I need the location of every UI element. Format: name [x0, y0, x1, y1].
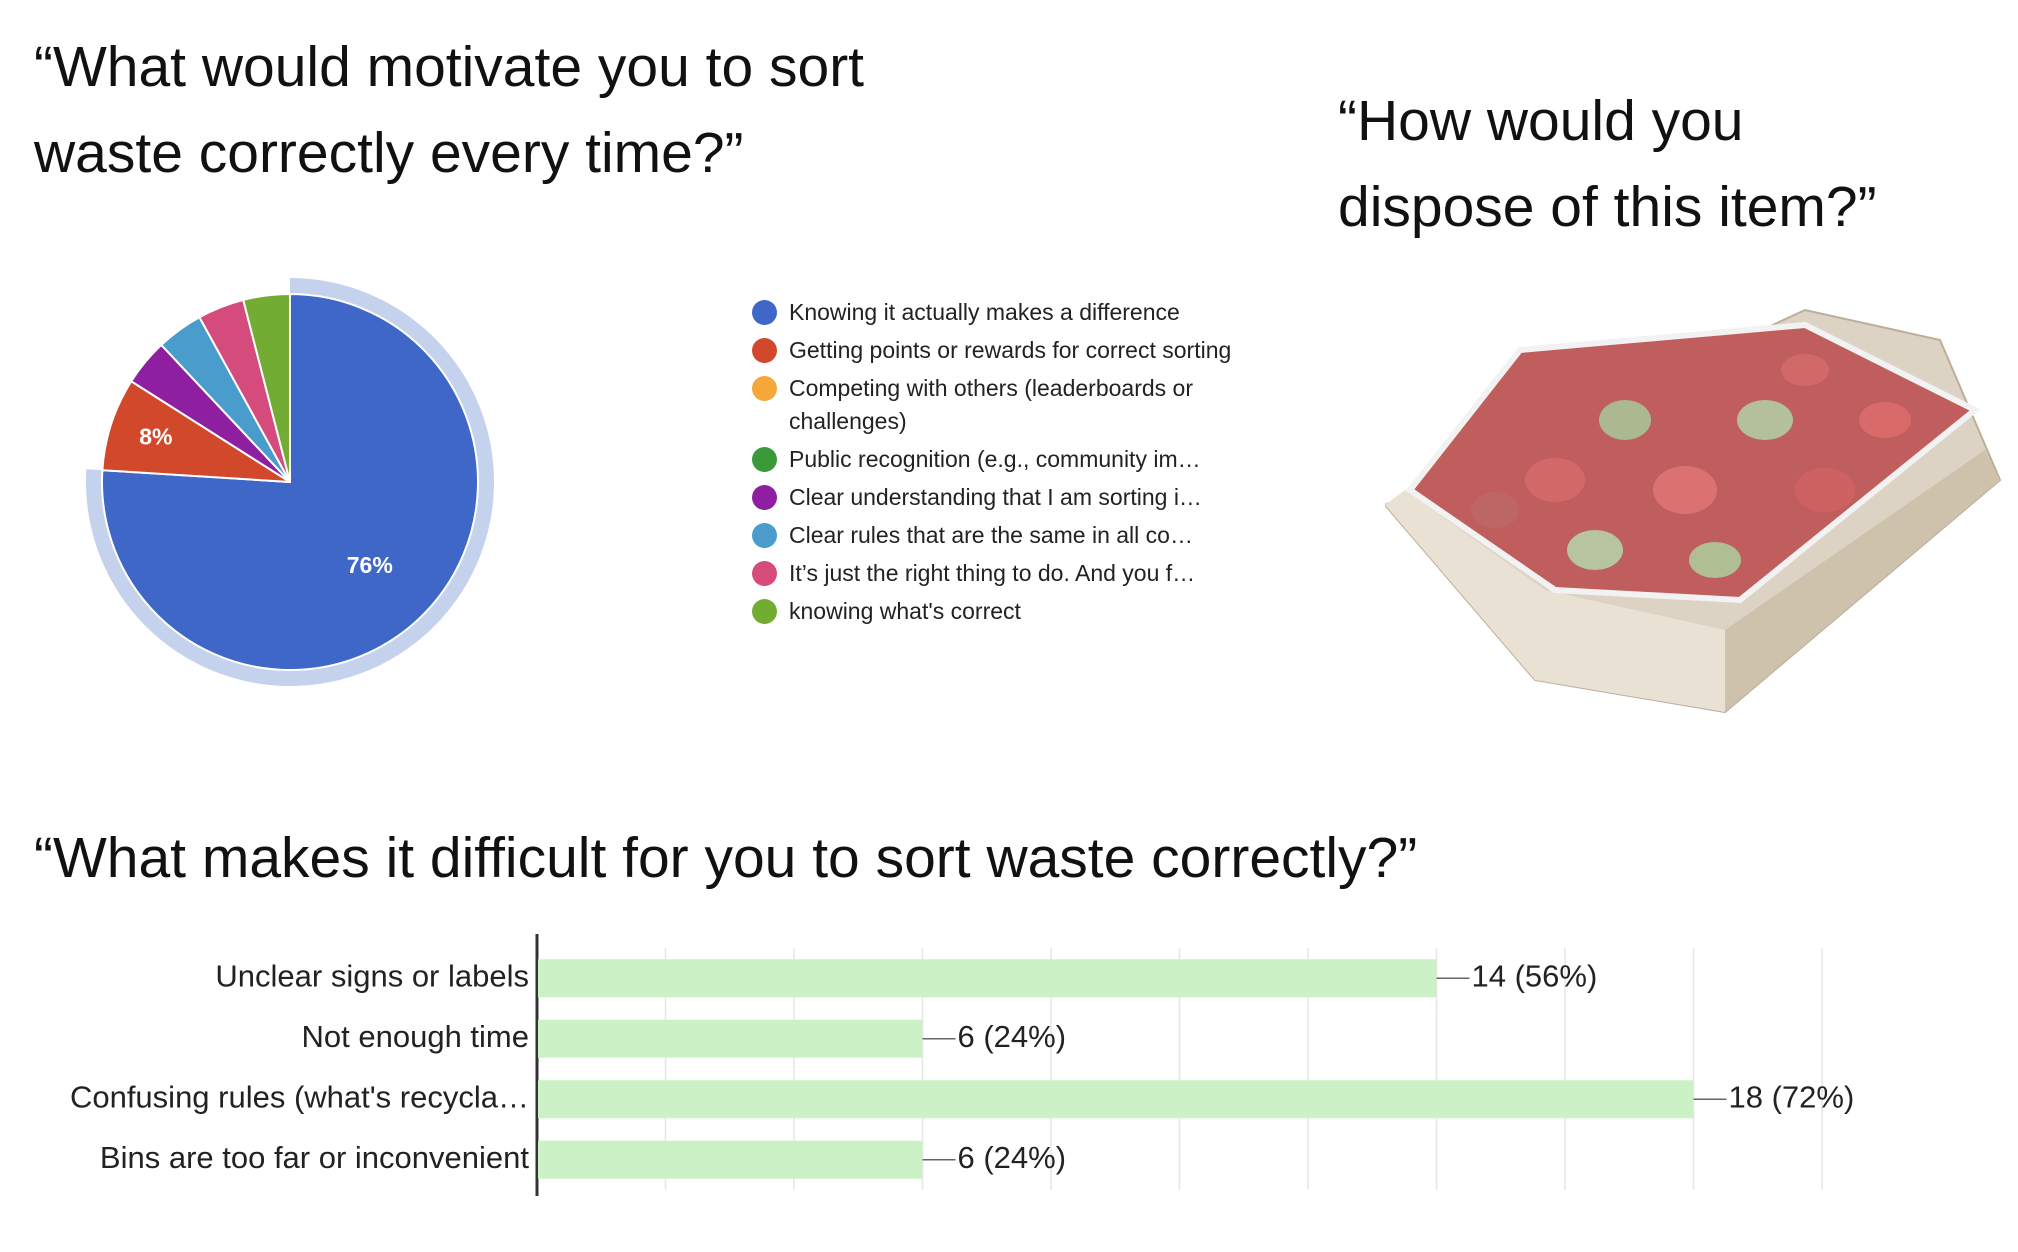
legend-color-dot	[752, 523, 777, 548]
bar[interactable]	[538, 1080, 1694, 1119]
bar-category-label: Unclear signs or labels	[215, 958, 529, 993]
legend-label: knowing what's correct	[789, 598, 1021, 624]
legend-label: It’s just the right thing to do. And you…	[789, 560, 1196, 586]
pie-slice-label: 76%	[347, 552, 393, 578]
legend-color-dot	[752, 338, 777, 363]
legend-color-dot	[752, 485, 777, 510]
bar-value-label: 6 (24%)	[958, 1019, 1067, 1054]
legend-label: Clear rules that are the same in all co…	[789, 522, 1193, 548]
takeaway-fruit-container-photo	[1385, 308, 2002, 714]
question-motivate: “What would motivate you to sort waste c…	[34, 35, 865, 185]
legend-label: Competing with others (leaderboards or c…	[789, 375, 1193, 434]
bar-value-label: 6 (24%)	[958, 1140, 1067, 1175]
legend-color-dot	[752, 599, 777, 624]
legend-item[interactable]: Clear rules that are the same in all co…	[752, 519, 1292, 552]
pie-slice[interactable]	[101, 379, 291, 483]
difficulty-bar-chart: Unclear signs or labels 14 (56%) Not enoug…	[70, 934, 1855, 1196]
bar-value-label: 18 (72%)	[1729, 1079, 1855, 1114]
legend-item[interactable]: Knowing it actually makes a difference	[752, 296, 1292, 329]
question-difficult: “What makes it difficult for you to sort…	[34, 826, 1418, 890]
legend-label: Public recognition (e.g., community im…	[789, 446, 1201, 472]
legend-label: Knowing it actually makes a difference	[789, 299, 1180, 325]
question-dispose: “How would you dispose of this item?”	[1338, 89, 1877, 239]
legend-color-dot	[752, 300, 777, 325]
bar-value-label: 14 (56%)	[1472, 958, 1598, 993]
legend-item[interactable]: knowing what's correct	[752, 595, 1292, 628]
motivation-pie-chart: 76% 8%	[85, 278, 495, 686]
bar[interactable]	[538, 959, 1437, 998]
legend-color-dot	[752, 561, 777, 586]
legend-label: Clear understanding that I am sorting i…	[789, 484, 1202, 510]
legend-label: Getting points or rewards for correct so…	[789, 337, 1232, 363]
legend-item[interactable]: Competing with others (leaderboards or c…	[752, 372, 1292, 438]
bar[interactable]	[538, 1019, 923, 1058]
bar-category-label: Bins are too far or inconvenient	[100, 1140, 529, 1175]
bar[interactable]	[538, 1140, 923, 1179]
legend-item[interactable]: Public recognition (e.g., community im…	[752, 443, 1292, 476]
bar-category-label: Not enough time	[302, 1019, 529, 1054]
pie-slice-label: 8%	[139, 424, 172, 450]
legend-item[interactable]: Getting points or rewards for correct so…	[752, 334, 1292, 367]
bar-category-label: Confusing rules (what's recycla…	[70, 1079, 529, 1114]
pie-legend: Knowing it actually makes a difference Ge…	[752, 296, 1292, 633]
legend-item[interactable]: It’s just the right thing to do. And you…	[752, 557, 1292, 590]
legend-color-dot	[752, 447, 777, 472]
legend-color-dot	[752, 376, 777, 401]
legend-item[interactable]: Clear understanding that I am sorting i…	[752, 481, 1292, 514]
pie-slice[interactable]	[242, 292, 291, 483]
